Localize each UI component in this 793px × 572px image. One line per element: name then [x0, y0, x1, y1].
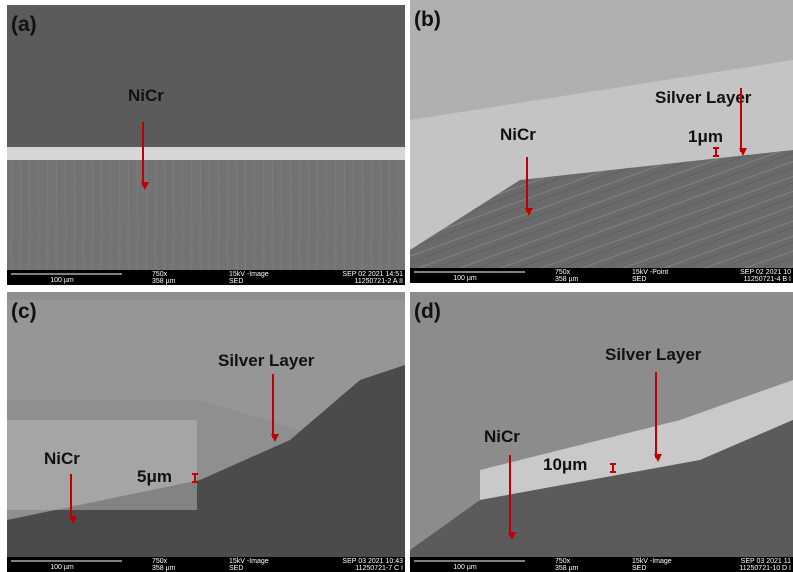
panel-label: (a)	[11, 13, 37, 36]
detector: SED	[229, 278, 243, 285]
mode: 15kV -Image	[229, 271, 269, 278]
field-width: 358 µm	[555, 276, 579, 283]
annotation: Silver Layer	[605, 345, 702, 364]
panel-d-image	[410, 292, 793, 572]
date: SEP 02 2021 10	[740, 269, 791, 276]
scale-bar-label: 100 µm	[50, 564, 74, 571]
annotation: 5μm	[137, 467, 172, 486]
detector: SED	[632, 276, 646, 283]
panel-label: (d)	[414, 300, 441, 323]
date: SEP 02 2021 14:51	[342, 271, 403, 278]
annotation: NiCr	[128, 86, 164, 105]
panel-label: (b)	[414, 8, 441, 31]
sample-id: 11250721-2 A II	[354, 278, 403, 285]
figure: 100 µm750x358 µm15kV -ImageSEDSEP 02 202…	[0, 0, 793, 572]
mode: 15kV -Image	[632, 558, 672, 565]
mode: 15kV -Image	[229, 558, 269, 565]
panel-label: (c)	[11, 300, 37, 323]
panel-b-image	[410, 0, 793, 283]
page: 100 µm750x358 µm15kV -ImageSEDSEP 02 202…	[0, 0, 793, 572]
magnification: 750x	[555, 558, 571, 565]
date: SEP 03 2021 10:43	[342, 558, 403, 565]
panel-a-image	[7, 5, 405, 285]
magnification: 750x	[152, 271, 168, 278]
scale-bar-label: 100 µm	[453, 564, 477, 571]
field-width: 358 µm	[555, 565, 579, 572]
detector: SED	[632, 565, 646, 572]
scale-bar-label: 100 µm	[453, 275, 477, 282]
sample-id: 11250721-4 B I	[744, 276, 791, 283]
annotation: NiCr	[484, 427, 520, 446]
annotation: NiCr	[500, 125, 536, 144]
magnification: 750x	[555, 269, 571, 276]
annotation: Silver Layer	[218, 351, 315, 370]
annotation: 10μm	[543, 455, 587, 474]
annotation: Silver Layer	[655, 88, 752, 107]
annotation: NiCr	[44, 449, 80, 468]
scale-bar-label: 100 µm	[50, 277, 74, 284]
panel-c-image	[7, 292, 405, 572]
annotation: 1μm	[688, 127, 723, 146]
magnification: 750x	[152, 558, 168, 565]
sample-id: 11250721-7 C I	[355, 565, 403, 572]
detector: SED	[229, 565, 243, 572]
field-width: 358 µm	[152, 278, 176, 285]
sample-id: 11250721-10 D I	[739, 565, 791, 572]
mode: 15kV -Point	[632, 269, 668, 276]
date: SEP 03 2021 11	[741, 558, 791, 565]
field-width: 358 µm	[152, 565, 176, 572]
